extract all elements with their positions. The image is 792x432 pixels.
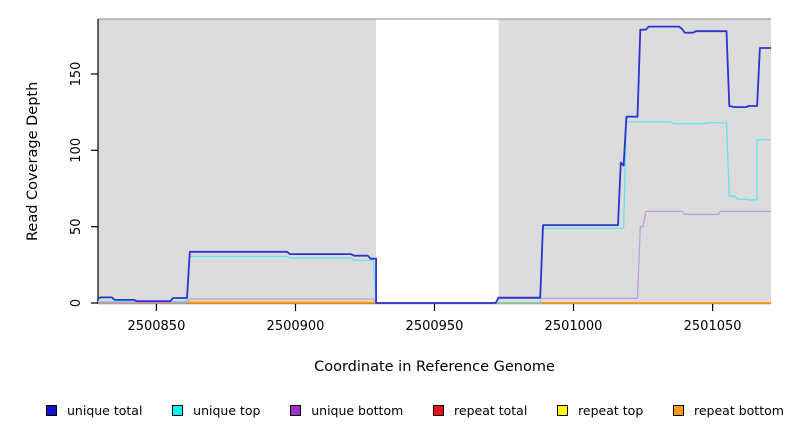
legend-swatch-repeat-top (557, 404, 569, 416)
y-tick-label: 100 (69, 138, 84, 163)
legend-swatch-repeat-total (433, 404, 445, 416)
legend-item-unique-top: unique top (172, 403, 260, 418)
y-axis-title: Read Coverage Depth (25, 81, 41, 241)
legend-swatch-unique-bottom (290, 404, 302, 416)
uncovered-gap-region (376, 19, 499, 303)
legend-swatch-repeat-bottom (673, 404, 684, 416)
x-tick-label: 2500950 (406, 319, 464, 334)
shaded-region-1 (98, 19, 377, 303)
legend-item-repeat-top: repeat top (557, 403, 643, 418)
x-tick-label: 2501050 (684, 319, 742, 334)
legend-label: repeat top (578, 402, 644, 418)
legend-swatch-unique-total (46, 404, 57, 416)
series-line-unique-total (97, 25, 771, 304)
legend-label: repeat total (454, 402, 528, 418)
x-tick-label: 2500850 (127, 319, 185, 334)
legend-swatch-unique-top (172, 404, 184, 416)
legend-label: unique total (67, 402, 143, 418)
legend-item-unique-bottom: unique bottom (290, 403, 403, 418)
x-axis-title: Coordinate in Reference Genome (314, 359, 555, 375)
y-tick-label: 0 (69, 299, 84, 307)
legend-item-unique-total: unique total (46, 403, 142, 418)
legend-item-repeat-total: repeat total (433, 403, 527, 418)
legend-label: unique top (193, 402, 261, 418)
chart-legend: unique total unique top unique bottom repea… (46, 399, 784, 421)
y-tick-label: 150 (69, 62, 84, 87)
series-line-unique-bottom (98, 210, 771, 304)
legend-label: repeat bottom (694, 402, 784, 418)
x-tick-label: 2501000 (545, 319, 603, 334)
legend-label: unique bottom (311, 402, 404, 418)
shaded-region-2 (498, 19, 771, 303)
x-tick-label: 2500900 (267, 319, 325, 334)
legend-item-repeat-bottom: repeat bottom (673, 403, 784, 418)
series-line-unique-top (98, 121, 771, 304)
y-tick-label: 50 (69, 218, 84, 235)
